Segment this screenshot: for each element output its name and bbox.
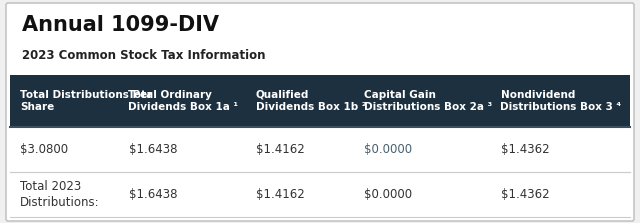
Text: Total Ordinary
Dividends Box 1a ¹: Total Ordinary Dividends Box 1a ¹ — [129, 90, 239, 112]
Text: Nondividend
Distributions Box 3 ⁴: Nondividend Distributions Box 3 ⁴ — [500, 90, 621, 112]
Text: $1.4162: $1.4162 — [255, 143, 305, 156]
Text: 2023 Common Stock Tax Information: 2023 Common Stock Tax Information — [22, 49, 266, 62]
Text: $1.4362: $1.4362 — [500, 188, 549, 201]
Text: $3.0800: $3.0800 — [20, 143, 68, 156]
Bar — [10, 172, 630, 217]
Text: Qualified
Dividends Box 1b ²: Qualified Dividends Box 1b ² — [255, 90, 366, 112]
Text: $1.6438: $1.6438 — [129, 188, 177, 201]
Text: $0.0000: $0.0000 — [364, 143, 412, 156]
Text: Annual 1099-DIV: Annual 1099-DIV — [22, 15, 219, 35]
Text: Capital Gain
Distributions Box 2a ³: Capital Gain Distributions Box 2a ³ — [364, 90, 492, 112]
Bar — [10, 127, 630, 172]
Text: Total 2023
Distributions:: Total 2023 Distributions: — [20, 180, 100, 209]
Bar — [10, 75, 630, 127]
Text: $1.4362: $1.4362 — [500, 143, 549, 156]
Text: Total Distributions Per
Share: Total Distributions Per Share — [20, 90, 152, 112]
Text: $1.6438: $1.6438 — [129, 143, 177, 156]
Text: $0.0000: $0.0000 — [364, 188, 412, 201]
Text: $1.4162: $1.4162 — [255, 188, 305, 201]
FancyBboxPatch shape — [6, 3, 634, 221]
